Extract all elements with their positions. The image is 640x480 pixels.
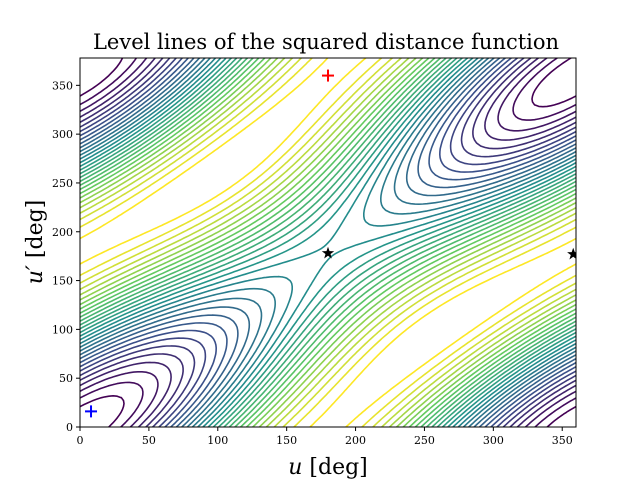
red-plus-marker	[322, 69, 334, 82]
x-axis-label-var: u	[288, 455, 302, 480]
x-tick-label: 150	[276, 434, 297, 447]
y-tick-label: 350	[52, 79, 73, 92]
x-axis-label: u [deg]	[288, 455, 368, 480]
contour-level	[80, 58, 576, 427]
x-axis-label-unit: [deg]	[302, 455, 367, 480]
x-tick-label: 50	[142, 434, 156, 447]
contour-level	[80, 58, 576, 427]
x-tick-label: 0	[77, 434, 84, 447]
y-axis-label: u′ [deg]	[23, 200, 48, 285]
x-tick-label: 350	[552, 434, 573, 447]
contour-level	[80, 58, 576, 427]
black-star-center-marker	[321, 246, 335, 259]
x-tick-label: 250	[414, 434, 435, 447]
contour-lines	[80, 58, 576, 427]
blue-plus-marker	[85, 405, 98, 418]
contour-level	[80, 58, 576, 427]
contour-level	[80, 58, 576, 427]
contour-level	[80, 58, 576, 427]
contour-level	[80, 58, 576, 427]
y-tick-label: 0	[66, 421, 73, 434]
y-tick-label: 250	[52, 177, 73, 190]
contour-level	[80, 58, 576, 427]
y-axis-ticks: 0 50 100 150 200 250 300 350	[52, 79, 80, 434]
contour-level	[80, 58, 576, 427]
chart-title: Level lines of the squared distance func…	[93, 30, 559, 54]
contour-level	[80, 58, 576, 427]
black-star-edge-marker	[567, 247, 576, 260]
y-tick-label: 50	[59, 372, 73, 385]
contour-level	[80, 58, 576, 427]
contour-level	[80, 58, 576, 427]
y-tick-label: 150	[52, 275, 73, 288]
x-tick-label: 300	[483, 434, 504, 447]
contour-level	[80, 58, 576, 427]
x-tick-label: 200	[345, 434, 366, 447]
contour-level	[80, 58, 576, 427]
y-tick-label: 100	[52, 323, 73, 336]
y-tick-label: 200	[52, 226, 73, 239]
contour-level	[80, 58, 576, 427]
y-tick-label: 300	[52, 128, 73, 141]
contour-level	[80, 58, 576, 427]
y-axis-label-unit: [deg]	[23, 200, 48, 265]
y-axis-label-var: u′	[23, 265, 48, 284]
point-markers	[85, 69, 576, 418]
contour-level	[80, 58, 576, 427]
contour-level	[80, 58, 576, 427]
x-tick-label: 100	[207, 434, 228, 447]
plot-frame	[79, 57, 577, 428]
x-axis-ticks: 0 50 100 150 200 250 300 350	[77, 427, 573, 447]
contour-level	[80, 58, 576, 427]
